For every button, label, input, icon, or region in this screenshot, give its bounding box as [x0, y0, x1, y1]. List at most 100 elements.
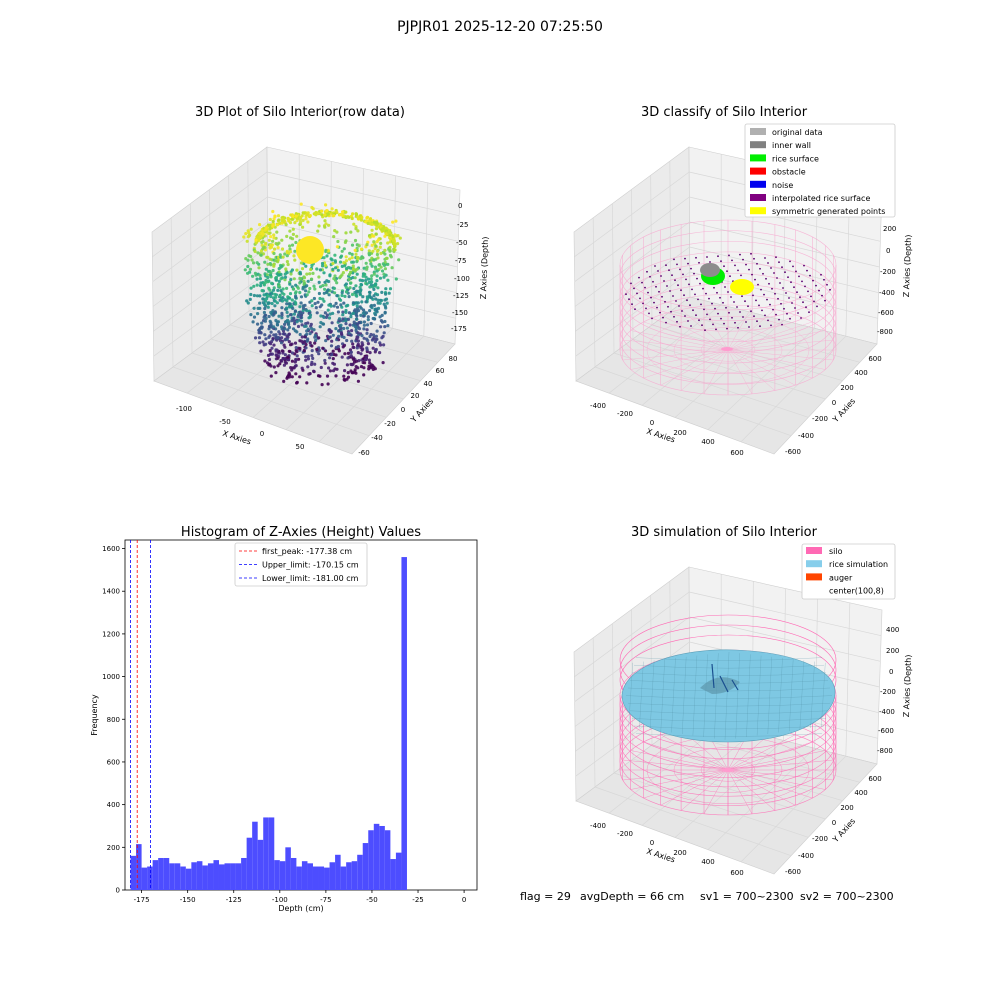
data-point	[384, 292, 388, 296]
data-point	[302, 276, 307, 280]
data-point	[380, 290, 384, 294]
data-point	[295, 380, 299, 384]
data-point	[375, 279, 379, 283]
data-point	[299, 339, 304, 343]
data-point	[374, 334, 378, 338]
data-point	[339, 323, 343, 327]
data-point	[256, 251, 260, 255]
data-point	[317, 291, 321, 296]
data-point	[354, 284, 358, 288]
p4-rice-surface	[621, 649, 836, 772]
interpolated-point	[653, 301, 655, 304]
histogram-bar	[230, 863, 236, 890]
data-point	[266, 262, 270, 266]
data-point	[347, 311, 351, 315]
data-point	[370, 306, 374, 310]
floor-marker	[722, 768, 734, 772]
data-point	[376, 256, 380, 260]
interpolated-point	[642, 302, 644, 305]
data-point	[269, 263, 273, 267]
y-tick-label: 1600	[102, 545, 120, 553]
data-point	[306, 279, 310, 283]
data-point	[341, 345, 345, 349]
data-point	[375, 329, 379, 333]
interpolated-point	[770, 324, 772, 327]
data-point	[244, 257, 248, 261]
data-point	[279, 255, 283, 259]
data-point	[283, 298, 287, 302]
legend-swatch	[750, 194, 766, 201]
interpolated-point	[661, 295, 663, 298]
data-point	[369, 277, 373, 281]
data-point	[365, 297, 369, 301]
interpolated-point	[675, 300, 677, 302]
data-point	[394, 219, 398, 223]
interpolated-point	[786, 312, 788, 315]
data-point	[287, 332, 291, 336]
data-point	[359, 288, 363, 292]
data-point	[280, 349, 284, 353]
data-point	[293, 258, 297, 262]
data-point	[340, 291, 344, 295]
interpolated-point	[787, 276, 789, 279]
data-point	[308, 332, 312, 336]
data-point	[351, 357, 355, 361]
p4-ytick: -600	[785, 868, 801, 876]
data-point	[249, 227, 253, 231]
y-tick-label: 400	[107, 801, 120, 809]
p2-x-ticks: -400 -200 0 200 400 600	[590, 402, 744, 457]
interpolated-point	[644, 286, 646, 289]
surface-mesh	[714, 653, 719, 739]
data-point	[327, 293, 331, 297]
interpolated-point	[793, 286, 795, 289]
data-point	[373, 350, 377, 354]
data-point	[274, 353, 278, 357]
legend-label: interpolated rice surface	[772, 194, 870, 203]
interpolated-point	[695, 256, 697, 259]
interpolated-point	[654, 265, 656, 267]
p4-ytick: 400	[854, 789, 867, 797]
p1-ytick: 60	[436, 367, 445, 375]
data-point	[272, 236, 276, 240]
interpolated-point	[658, 290, 660, 293]
legend-label: original data	[772, 128, 823, 137]
data-point	[331, 267, 335, 271]
data-point	[295, 350, 299, 354]
legend-swatch	[806, 573, 822, 581]
data-point	[283, 272, 287, 276]
data-point	[327, 366, 331, 370]
data-point	[382, 263, 386, 267]
histogram-bar	[196, 861, 203, 890]
data-point	[310, 304, 314, 308]
data-point	[306, 357, 310, 361]
data-point	[301, 287, 305, 291]
data-point	[360, 334, 364, 338]
data-point	[367, 364, 371, 368]
p1-ztick: -125	[453, 292, 469, 300]
data-point	[310, 327, 314, 331]
data-point	[391, 220, 395, 224]
interpolated-point	[804, 285, 806, 288]
data-point	[275, 348, 279, 352]
data-point	[287, 373, 291, 377]
interpolated-point	[780, 302, 782, 305]
data-point	[304, 342, 308, 347]
data-point	[255, 277, 259, 281]
data-point	[324, 248, 328, 252]
interpolated-point	[775, 313, 777, 316]
data-point	[299, 220, 303, 224]
legend-frame	[234, 542, 368, 587]
data-point	[309, 362, 314, 367]
data-point	[354, 359, 359, 363]
data-point	[259, 331, 263, 335]
data-point	[320, 303, 324, 307]
interpolated-point	[781, 323, 783, 326]
data-point	[269, 271, 273, 275]
x-tick-label: -125	[226, 896, 242, 904]
legend-swatch	[806, 547, 822, 554]
interpolated-point	[760, 288, 762, 291]
data-point	[356, 331, 360, 335]
surface-mesh	[703, 654, 708, 738]
interpolated-point	[664, 300, 666, 303]
data-point	[280, 299, 284, 303]
